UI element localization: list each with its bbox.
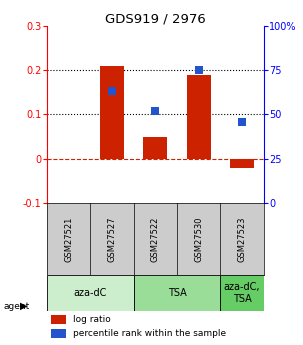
Bar [230,159,254,168]
Bar [134,275,220,311]
Text: ▶: ▶ [20,301,27,311]
Bar [51,315,66,324]
Bar [220,275,264,311]
Title: GDS919 / 2976: GDS919 / 2976 [105,13,206,26]
Bar [187,75,211,159]
Bar [51,329,66,338]
Text: aza-dC: aza-dC [74,288,107,298]
Bar [100,66,124,159]
Text: agent: agent [3,302,29,310]
Text: GSM27523: GSM27523 [238,216,246,262]
Text: GSM27522: GSM27522 [151,216,160,262]
Text: TSA: TSA [168,288,186,298]
Bar [47,275,134,311]
Text: percentile rank within the sample: percentile rank within the sample [73,329,226,338]
Bar [143,137,167,159]
Text: GSM27527: GSM27527 [108,216,116,262]
Text: aza-dC,
TSA: aza-dC, TSA [224,282,260,304]
Text: GSM27521: GSM27521 [64,216,73,262]
Text: log ratio: log ratio [73,315,111,324]
Text: GSM27530: GSM27530 [194,216,203,262]
